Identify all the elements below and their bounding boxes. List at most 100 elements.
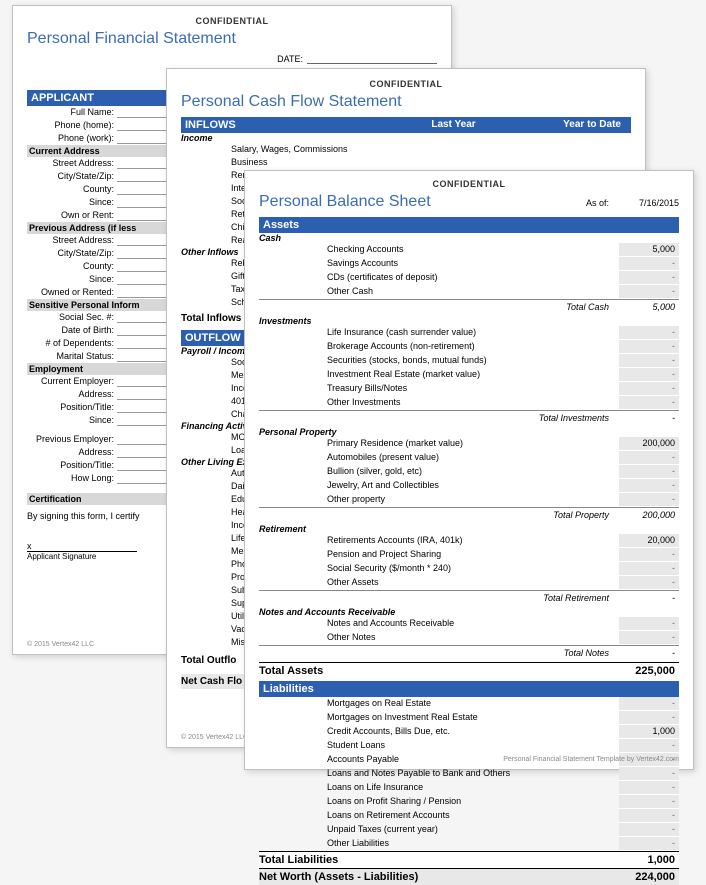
copyright: © 2015 Vertex42 LLC (27, 641, 94, 648)
balance-row: Checking Accounts5,000 (259, 243, 679, 257)
subtotal-row: Total Property200,000 (259, 507, 679, 522)
footer-right: Personal Financial Statement Template by… (503, 756, 679, 763)
section-label: Personal Property (259, 427, 679, 437)
subtotal-label: Total Cash (259, 300, 619, 314)
balance-row: Retirements Accounts (IRA, 401k)20,000 (259, 534, 679, 548)
item-value[interactable]: - (619, 271, 679, 285)
balance-row: Credit Accounts, Bills Due, etc.1,000 (259, 725, 679, 739)
item-value[interactable]: - (619, 451, 679, 465)
field-label: Address: (27, 446, 117, 459)
item-value[interactable]: - (619, 548, 679, 562)
item-value[interactable]: 20,000 (619, 534, 679, 548)
item-value[interactable]: - (619, 382, 679, 396)
item-value[interactable]: - (619, 493, 679, 507)
total-liab-value: 1,000 (609, 854, 679, 866)
item-label: Jewelry, Art and Collectibles (259, 479, 619, 493)
sheet2-title: Personal Cash Flow Statement (181, 93, 631, 111)
item-value[interactable]: - (619, 739, 679, 753)
item-label: Student Loans (259, 739, 619, 753)
date-row: DATE: (27, 54, 437, 64)
field-label: Address: (27, 388, 117, 401)
item-label: Notes and Accounts Receivable (259, 617, 619, 631)
item-value[interactable]: - (619, 631, 679, 645)
item-value[interactable]: - (619, 285, 679, 299)
net-worth-value: 224,000 (609, 871, 679, 883)
subtotal-value: - (619, 591, 679, 605)
item-value[interactable]: - (619, 697, 679, 711)
total-liab-row: Total Liabilities 1,000 (259, 851, 679, 868)
subtotal-row: Total Retirement- (259, 590, 679, 605)
item-value[interactable]: - (619, 823, 679, 837)
balance-row: Loans and Notes Payable to Bank and Othe… (259, 767, 679, 781)
balance-row: Brokerage Accounts (non-retirement)- (259, 340, 679, 354)
confidential-label: CONFIDENTIAL (181, 79, 631, 89)
item-value[interactable]: 1,000 (619, 725, 679, 739)
income-label: Income (181, 133, 631, 143)
date-field[interactable] (307, 54, 437, 64)
net-worth-label: Net Worth (Assets - Liabilities) (259, 871, 609, 883)
field-label: Street Address: (27, 234, 117, 247)
item-value[interactable]: - (619, 781, 679, 795)
col-ytd: Year to Date (476, 119, 627, 131)
item-value[interactable]: - (619, 576, 679, 590)
item-value[interactable]: - (619, 340, 679, 354)
item-value[interactable]: - (619, 795, 679, 809)
field-label: Since: (27, 273, 117, 286)
item-label: Automobiles (present value) (259, 451, 619, 465)
balance-row: Automobiles (present value)- (259, 451, 679, 465)
section-label: Cash (259, 233, 679, 243)
item-value[interactable]: - (619, 617, 679, 631)
balance-row: Other Investments- (259, 396, 679, 410)
total-assets-row: Total Assets 225,000 (259, 662, 679, 679)
asof-label: As of: (586, 198, 609, 208)
subtotal-value: - (619, 646, 679, 660)
line-item: Business (181, 156, 631, 169)
field-label: Marital Status: (27, 350, 117, 363)
title-row: Personal Balance Sheet As of: 7/16/2015 (259, 193, 679, 217)
balance-row: CDs (certificates of deposit)- (259, 271, 679, 285)
subtotal-label: Total Notes (259, 646, 619, 660)
item-value[interactable]: - (619, 465, 679, 479)
balance-row: Jewelry, Art and Collectibles- (259, 479, 679, 493)
balance-sheet: CONFIDENTIAL Personal Balance Sheet As o… (244, 170, 694, 770)
item-value[interactable]: - (619, 368, 679, 382)
field-label: Since: (27, 196, 117, 209)
item-value[interactable]: - (619, 809, 679, 823)
assets-header: Assets (259, 217, 679, 233)
field-label: County: (27, 183, 117, 196)
field-label: Current Employer: (27, 375, 117, 388)
signature-line[interactable]: x (27, 541, 137, 552)
item-value[interactable]: - (619, 562, 679, 576)
balance-row: Social Security ($/month * 240)- (259, 562, 679, 576)
item-value[interactable]: - (619, 711, 679, 725)
item-value[interactable]: - (619, 479, 679, 493)
item-value[interactable]: - (619, 354, 679, 368)
item-value[interactable]: 5,000 (619, 243, 679, 257)
balance-row: Securities (stocks, bonds, mutual funds)… (259, 354, 679, 368)
sheet1-title: Personal Financial Statement (27, 30, 437, 48)
item-label: Unpaid Taxes (current year) (259, 823, 619, 837)
subtotal-label: Total Property (259, 508, 619, 522)
copyright: © 2015 Vertex42 LLC (181, 734, 248, 741)
balance-row: Other Cash- (259, 285, 679, 299)
liabilities-header: Liabilities (259, 681, 679, 697)
balance-row: Unpaid Taxes (current year)- (259, 823, 679, 837)
balance-row: Savings Accounts- (259, 257, 679, 271)
field-label: Position/Title: (27, 401, 117, 414)
item-value[interactable]: 200,000 (619, 437, 679, 451)
item-value[interactable]: - (619, 326, 679, 340)
field-label: Since: (27, 414, 117, 427)
item-value[interactable]: - (619, 837, 679, 851)
item-value[interactable]: - (619, 257, 679, 271)
field-label: Social Sec. #: (27, 311, 117, 324)
field-label: Street Address: (27, 157, 117, 170)
subtotal-label: Total Retirement (259, 591, 619, 605)
subtotal-value: 200,000 (619, 508, 679, 522)
balance-row: Other Liabilities- (259, 837, 679, 851)
item-value[interactable]: - (619, 396, 679, 410)
item-value[interactable]: - (619, 767, 679, 781)
field-label: Position/Title: (27, 459, 117, 472)
date-label: DATE: (27, 54, 307, 64)
col-last-year: Last Year (330, 119, 475, 131)
item-label: Loans on Retirement Accounts (259, 809, 619, 823)
